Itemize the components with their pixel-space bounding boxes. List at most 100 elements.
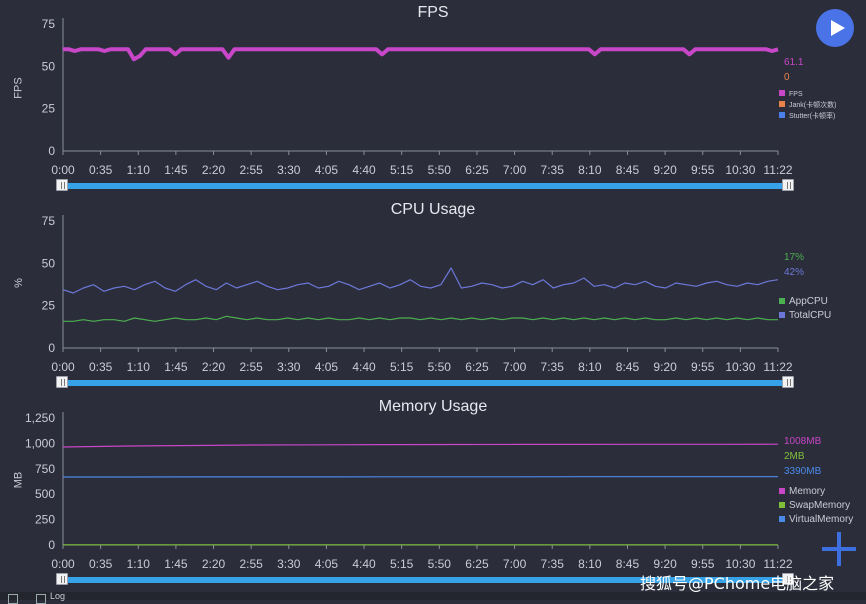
current-value-fps: 61.1	[784, 57, 804, 68]
x-tick-label: 1:10	[127, 360, 151, 374]
x-tick-label: 1:45	[164, 557, 188, 571]
x-tick-label: 10:30	[725, 360, 755, 374]
cpu-slider-left-handle[interactable]	[56, 376, 68, 388]
x-tick-label: 8:45	[616, 360, 640, 374]
x-tick-label: 11:22	[763, 163, 792, 177]
x-tick-label: 11:22	[763, 360, 792, 374]
x-tick-label: 1:45	[164, 360, 188, 374]
x-tick-label: 0:35	[89, 163, 113, 177]
x-tick-label: 11:22	[763, 557, 792, 571]
x-tick-label: 1:45	[164, 163, 188, 177]
fps-time-slider[interactable]	[56, 179, 794, 193]
x-tick-label: 2:20	[202, 360, 226, 374]
series-line-fps	[63, 49, 778, 59]
x-tick-label: 1:10	[127, 557, 151, 571]
legend-label: VirtualMemory	[789, 514, 853, 525]
x-tick-label: 5:15	[390, 360, 414, 374]
x-tick-label: 0:00	[51, 163, 75, 177]
legend-label: AppCPU	[789, 296, 828, 307]
x-tick-label: 3:30	[277, 557, 301, 571]
current-value-jank: 0	[784, 72, 790, 83]
legend-label: Jank(卡顿次数)	[789, 100, 836, 109]
x-tick-label: 2:55	[239, 163, 263, 177]
watermark: 搜狐号@PChome电脑之家	[640, 570, 834, 594]
x-tick-label: 4:40	[352, 163, 376, 177]
x-tick-label: 7:00	[503, 163, 527, 177]
x-tick-label: 9:20	[653, 163, 677, 177]
legend-swatch	[779, 90, 785, 96]
x-tick-label: 9:55	[691, 557, 715, 571]
x-tick-label: 8:45	[616, 557, 640, 571]
series-line-memory	[63, 444, 778, 447]
y-tick-label: 750	[35, 462, 55, 476]
play-icon[interactable]	[816, 9, 854, 47]
legend-swatch	[779, 112, 785, 118]
y-tick-label: 250	[35, 513, 55, 527]
legend-label: Memory	[789, 486, 825, 497]
cpu-time-slider[interactable]	[56, 376, 794, 390]
x-tick-label: 0:35	[89, 360, 113, 374]
x-tick-label: 8:45	[616, 163, 640, 177]
memory-slider-left-handle[interactable]	[56, 573, 68, 585]
current-value-virtual: 3390MB	[784, 466, 822, 477]
x-tick-label: 10:30	[725, 557, 755, 571]
x-tick-label: 8:10	[578, 557, 602, 571]
x-tick-label: 9:20	[653, 557, 677, 571]
x-tick-label: 4:05	[315, 360, 339, 374]
fps-slider-right-handle[interactable]	[782, 179, 794, 191]
x-tick-label: 5:15	[390, 163, 414, 177]
x-tick-label: 4:40	[352, 557, 376, 571]
x-tick-label: 9:55	[691, 360, 715, 374]
current-value-totalcpu: 42%	[784, 267, 804, 278]
x-tick-label: 1:10	[127, 163, 151, 177]
current-value-swap: 2MB	[784, 451, 805, 462]
x-tick-label: 5:50	[428, 360, 452, 374]
x-tick-label: 6:25	[465, 163, 489, 177]
x-tick-label: 9:55	[691, 163, 715, 177]
fps-slider-left-handle[interactable]	[56, 179, 68, 191]
x-tick-label: 4:40	[352, 360, 376, 374]
x-tick-label: 3:30	[277, 163, 301, 177]
y-tick-label: 0	[48, 341, 55, 355]
x-tick-label: 8:10	[578, 360, 602, 374]
x-tick-label: 8:10	[578, 163, 602, 177]
x-tick-label: 2:55	[239, 360, 263, 374]
x-tick-label: 9:20	[653, 360, 677, 374]
legend-swatch	[779, 298, 785, 304]
checkbox-1[interactable]	[8, 594, 18, 604]
current-value-appcpu: 17%	[784, 252, 804, 263]
legend-label: FPS	[789, 91, 803, 98]
legend-swatch	[779, 516, 785, 522]
legend-swatch	[779, 101, 785, 107]
legend-swatch	[779, 502, 785, 508]
series-line-totalcpu	[63, 268, 778, 293]
y-tick-label: 1,250	[25, 411, 55, 425]
series-line-appcpu	[63, 316, 778, 321]
legend-label: TotalCPU	[789, 310, 831, 321]
x-tick-label: 5:50	[428, 163, 452, 177]
log-checkbox[interactable]	[36, 594, 46, 604]
y-tick-label: 1,000	[25, 436, 55, 450]
y-tick-label: 75	[42, 17, 56, 31]
x-tick-label: 0:35	[89, 557, 113, 571]
cpu-slider-track	[62, 380, 788, 386]
x-tick-label: 4:05	[315, 557, 339, 571]
y-tick-label: 50	[42, 256, 56, 270]
x-tick-label: 5:15	[390, 557, 414, 571]
y-tick-label: 75	[42, 214, 56, 228]
current-value-memory: 1008MB	[784, 436, 822, 447]
x-tick-label: 2:55	[239, 557, 263, 571]
cpu-slider-right-handle[interactable]	[782, 376, 794, 388]
plus-icon[interactable]	[822, 532, 856, 566]
legend-label: SwapMemory	[789, 500, 850, 511]
legend-label: Stutter(卡顿率)	[789, 111, 835, 120]
x-tick-label: 2:20	[202, 557, 226, 571]
x-tick-label: 2:20	[202, 163, 226, 177]
x-tick-label: 7:35	[541, 360, 565, 374]
